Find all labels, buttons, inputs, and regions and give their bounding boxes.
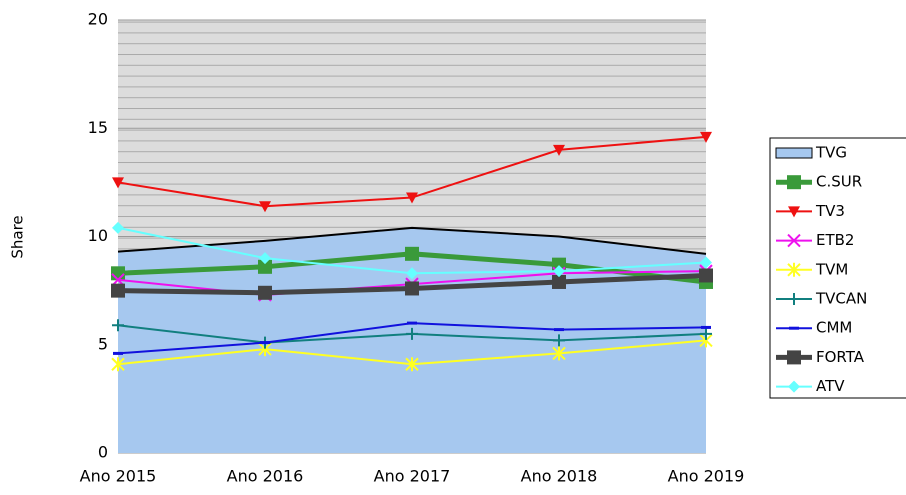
x-tick-label: Ano 2015 xyxy=(80,467,157,486)
legend-marker xyxy=(787,233,801,248)
area-line xyxy=(117,226,707,255)
legend-marker xyxy=(788,293,800,305)
y-tick-label: 10 xyxy=(88,226,108,245)
point xyxy=(553,334,565,347)
y-tick-label: 15 xyxy=(88,118,108,137)
area xyxy=(118,227,706,453)
x-tick-label: Ano 2016 xyxy=(227,467,304,486)
point xyxy=(111,357,125,372)
point xyxy=(405,357,419,372)
legend-marker xyxy=(787,262,801,277)
point xyxy=(258,259,272,274)
point xyxy=(406,327,418,340)
legend-swatch xyxy=(775,147,813,159)
point xyxy=(112,319,124,332)
x-tick-label: Ano 2017 xyxy=(374,467,451,486)
legend-marker xyxy=(788,206,800,218)
point xyxy=(700,131,712,143)
point xyxy=(700,256,712,269)
point xyxy=(112,177,124,189)
y-tick-label: 5 xyxy=(98,334,108,353)
point xyxy=(405,281,419,296)
point xyxy=(406,267,418,280)
point xyxy=(258,285,272,300)
point xyxy=(553,144,565,156)
legend-label: CMM xyxy=(816,319,852,337)
x-tick-label: Ano 2019 xyxy=(668,467,745,486)
legend-marker xyxy=(787,350,801,365)
point xyxy=(112,221,124,234)
legend-label: TVCAN xyxy=(815,290,867,308)
point xyxy=(259,201,271,213)
point xyxy=(259,252,271,265)
legend-label: ETB2 xyxy=(816,231,854,249)
y-axis-label: Share xyxy=(9,215,27,258)
legend-marker xyxy=(787,175,801,190)
point xyxy=(405,246,419,261)
legend-label: TV3 xyxy=(815,202,845,220)
legend-marker xyxy=(788,380,800,393)
point xyxy=(111,266,125,281)
y-tick-label: 20 xyxy=(88,10,108,29)
legend-label: C.SUR xyxy=(816,173,862,191)
y-tick-label: 0 xyxy=(98,443,108,462)
point xyxy=(700,327,712,340)
point xyxy=(552,346,566,361)
point xyxy=(111,283,125,298)
legend-label: TVM xyxy=(815,260,848,278)
point xyxy=(552,274,566,289)
point xyxy=(699,268,713,283)
point xyxy=(553,265,565,278)
legend-label: TVG xyxy=(815,144,847,162)
x-tick-label: Ano 2018 xyxy=(521,467,598,486)
legend-label: ATV xyxy=(816,377,845,395)
point xyxy=(406,192,418,204)
point xyxy=(552,257,566,272)
legend-label: FORTA xyxy=(816,348,865,366)
